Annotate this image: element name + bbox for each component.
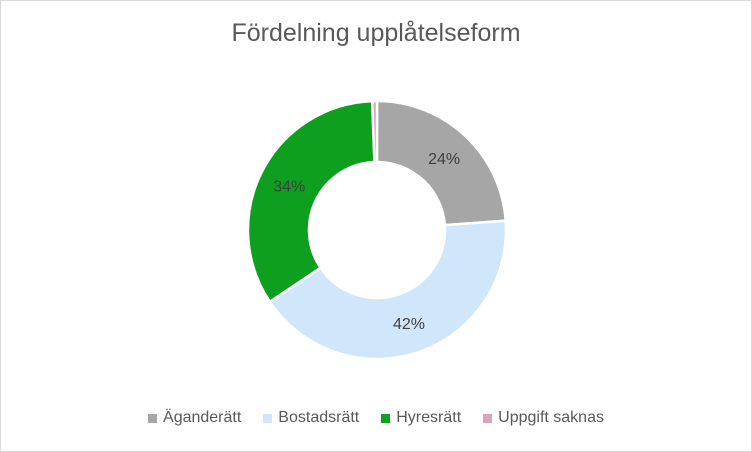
data-label-2: 42% — [393, 316, 425, 333]
donut-slice-1 — [375, 99, 508, 227]
chart-legend: Äganderätt Bostadsrätt Hyresrätt Uppgift sa… — [1, 409, 751, 427]
legend-label: Uppgift saknas — [498, 409, 604, 426]
legend-label: Hyresrätt — [396, 409, 462, 426]
legend-label: Bostadsrätt — [278, 409, 360, 426]
donut-slice-2 — [268, 219, 508, 361]
legend-swatch — [148, 413, 158, 423]
legend-item-4: Uppgift saknas — [483, 409, 604, 427]
legend-item-1: Äganderätt — [148, 409, 241, 427]
legend-swatch — [381, 413, 391, 423]
data-label-3: 34% — [273, 178, 305, 195]
legend-item-3: Hyresrätt — [381, 409, 461, 427]
donut-slice-4 — [370, 99, 379, 164]
legend-item-2: Bostadsrätt — [263, 409, 359, 427]
donut-slice-3 — [246, 99, 376, 304]
legend-swatch — [483, 413, 493, 423]
legend-label: Äganderätt — [163, 409, 242, 426]
data-label-1: 24% — [428, 151, 460, 168]
legend-swatch — [263, 413, 273, 423]
chart-title: Fördelning upplåtelseform — [231, 19, 521, 47]
